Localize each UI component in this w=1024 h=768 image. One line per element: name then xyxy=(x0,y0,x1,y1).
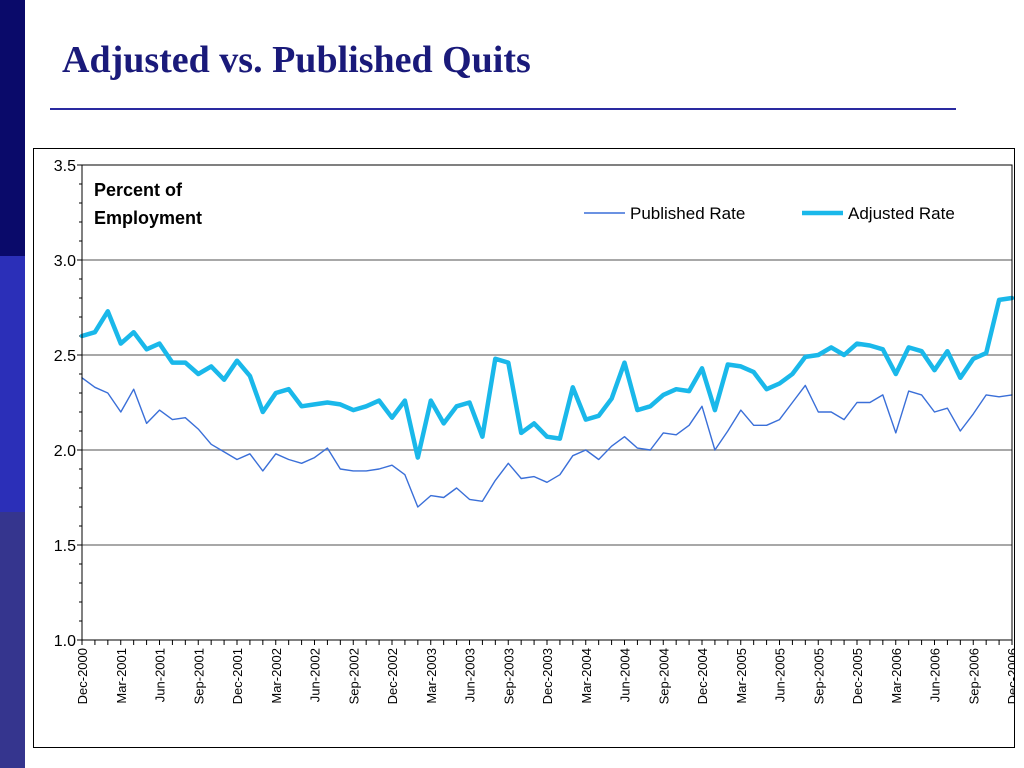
x-tick-label: Sep-2005 xyxy=(811,648,826,704)
x-tick-label: Jun-2004 xyxy=(618,648,633,702)
x-tick-label: Sep-2004 xyxy=(656,648,671,704)
x-tick-label: Jun-2002 xyxy=(308,648,323,702)
series-line-published-rate xyxy=(81,377,1013,508)
x-tick-label: Dec-2002 xyxy=(385,648,400,704)
chart-frame: 1.0 1.5 2.0 2.5 3.0 3.5 Dec-2000 Mar-2001 Jun-2… xyxy=(33,148,1015,748)
y-tick-label: 1.0 xyxy=(54,633,76,650)
plot-area-border xyxy=(81,164,1013,641)
x-tick-label: Dec-2001 xyxy=(230,648,245,704)
x-tick-label: Sep-2002 xyxy=(346,648,361,704)
x-tick-label: Dec-2004 xyxy=(695,648,710,704)
x-tick-label: Sep-2003 xyxy=(501,648,516,704)
x-tick-label: Dec-2003 xyxy=(540,648,555,704)
y-tick-label: 3.5 xyxy=(54,158,76,175)
y-tick-label: 1.5 xyxy=(54,538,76,555)
series-line-adjusted-rate xyxy=(79,295,1014,460)
y-tick-label: 2.5 xyxy=(54,348,76,365)
legend-label-published-rate: Published Rate xyxy=(630,204,745,223)
x-tick-label: Mar-2006 xyxy=(889,648,904,704)
x-tick-label: Mar-2001 xyxy=(114,648,129,704)
y-axis-label-line-2: Employment xyxy=(94,208,202,228)
x-axis-ticks: Dec-2000 Mar-2001 Jun-2001 Sep-2001 Dec-2001… xyxy=(75,640,1014,704)
quits-line-chart: 1.0 1.5 2.0 2.5 3.0 3.5 Dec-2000 Mar-2001 Jun-2… xyxy=(54,158,1014,704)
slide-title: Adjusted vs. Published Quits xyxy=(62,39,531,81)
title-underline xyxy=(50,108,956,110)
accent-bar-top xyxy=(0,0,25,256)
x-tick-label: Mar-2002 xyxy=(269,648,284,704)
x-tick-label: Sep-2006 xyxy=(966,648,981,704)
x-tick-label: Dec-2006 xyxy=(1005,648,1014,704)
x-tick-label: Dec-2000 xyxy=(75,648,90,704)
x-tick-label: Mar-2003 xyxy=(424,648,439,704)
y-tick-label: 2.0 xyxy=(54,443,76,460)
x-tick-label: Jun-2001 xyxy=(153,648,168,702)
y-tick-label: 3.0 xyxy=(54,253,76,270)
series-lines xyxy=(79,295,1014,508)
legend: Published Rate Adjusted Rate xyxy=(584,204,955,223)
x-tick-label: Dec-2005 xyxy=(850,648,865,704)
y-axis-ticks: 1.0 1.5 2.0 2.5 3.0 3.5 xyxy=(54,158,82,650)
x-tick-label: Jun-2006 xyxy=(928,648,943,702)
gridlines xyxy=(82,259,1012,546)
y-axis-label-line-1: Percent of xyxy=(94,180,183,200)
x-tick-label: Sep-2001 xyxy=(191,648,206,704)
x-tick-label: Mar-2004 xyxy=(579,648,594,704)
x-tick-label: Jun-2005 xyxy=(773,648,788,702)
legend-label-adjusted-rate: Adjusted Rate xyxy=(848,204,955,223)
x-tick-label: Jun-2003 xyxy=(463,648,478,702)
accent-bar-bottom xyxy=(0,512,25,768)
accent-bar-middle xyxy=(0,256,25,512)
x-tick-label: Mar-2005 xyxy=(734,648,749,704)
